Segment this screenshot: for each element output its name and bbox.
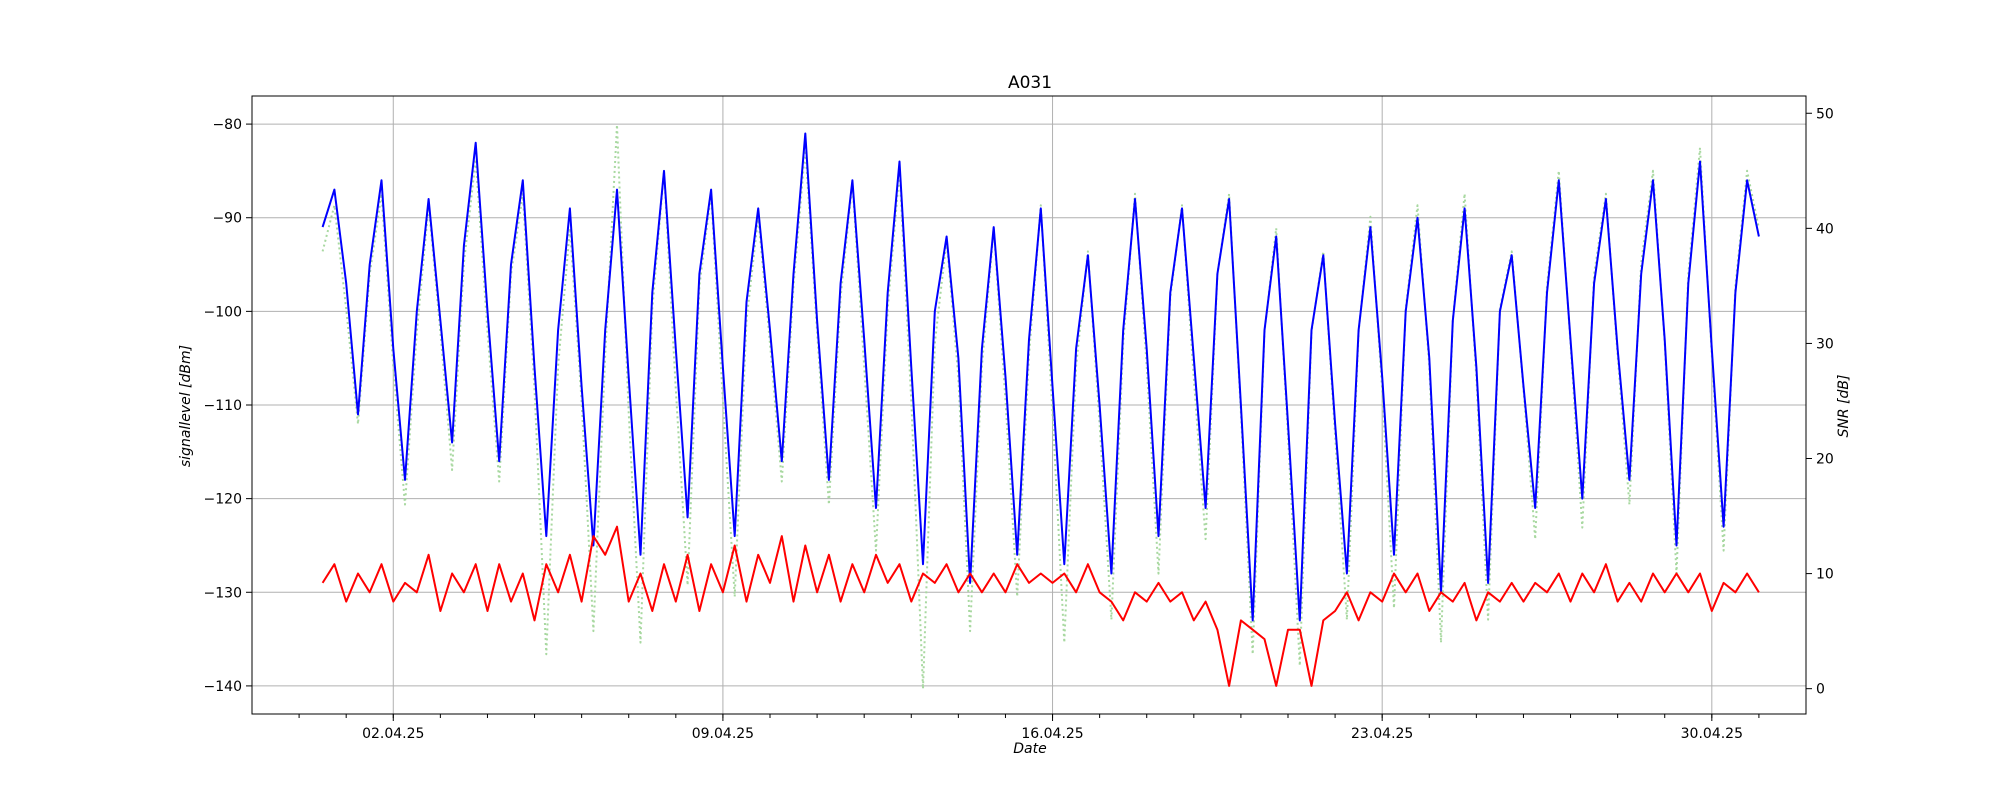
- y-tick-label: −110: [204, 398, 242, 414]
- chart-title: A031: [1008, 73, 1052, 93]
- y-axis-left: −80 −90 −100 −110 −120 −130 −140: [204, 117, 252, 695]
- y-tick-label: −90: [212, 211, 242, 227]
- x-axis: 02.04.25 09.04.25 16.04.25 23.04.25 30.04.25: [298, 714, 1760, 742]
- y-axis-right: 0 10 20 30 40 50: [1806, 106, 1834, 698]
- series-line-1: [321, 123, 1760, 690]
- series-line-0: [321, 132, 1760, 622]
- y2-axis-title: SNR [dB]: [1836, 375, 1852, 438]
- y-tick-label: −80: [212, 117, 242, 133]
- y2-tick-label: 20: [1816, 452, 1834, 468]
- series-line-2: [321, 525, 1760, 687]
- series-layer: [321, 123, 1760, 690]
- x-tick-label: 16.04.25: [1021, 726, 1083, 742]
- y2-tick-label: 30: [1816, 336, 1834, 352]
- y2-tick-label: 0: [1816, 682, 1825, 698]
- x-tick-label: 30.04.25: [1681, 726, 1743, 742]
- y-tick-label: −130: [204, 585, 242, 601]
- grid: [252, 96, 1806, 714]
- y-tick-label: −100: [204, 304, 242, 320]
- y-axis-title: signallevel [dBm]: [178, 345, 194, 467]
- y-tick-label: −140: [204, 679, 242, 695]
- x-tick-label: 02.04.25: [362, 726, 424, 742]
- y2-tick-label: 10: [1816, 567, 1834, 583]
- x-tick-label: 23.04.25: [1351, 726, 1413, 742]
- x-tick-label: 09.04.25: [692, 726, 754, 742]
- y2-tick-label: 50: [1816, 106, 1834, 122]
- y2-tick-label: 40: [1816, 221, 1834, 237]
- x-axis-title: Date: [1013, 741, 1046, 757]
- y-tick-label: −120: [204, 492, 242, 508]
